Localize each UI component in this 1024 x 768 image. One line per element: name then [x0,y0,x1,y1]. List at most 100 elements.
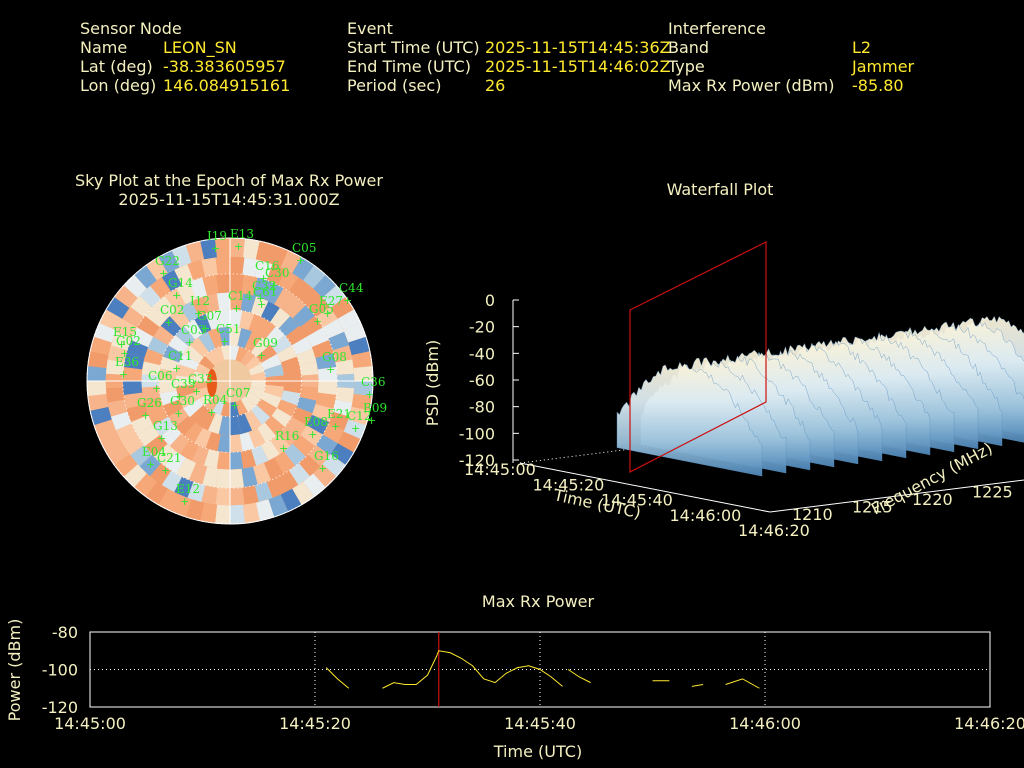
satellite-marker: + [313,315,322,328]
power-chart-x-label: Time (UTC) [493,742,582,761]
sky-plot-cell [242,485,259,505]
sky-plot-cell [122,381,143,395]
sky-plot-cell [230,468,244,489]
sky-plot-cell [134,265,157,289]
sky-plot-cell [270,433,291,455]
interference-power-value: -85.80 [852,76,904,95]
sky-plot-cell [207,327,223,349]
sensor-lon-value: 146.084915161 [163,76,291,95]
sky-plot-cell [278,269,299,292]
sensor-lat-value: -38.383605957 [163,57,286,76]
sky-plot-cell [351,351,373,368]
satellite-label: G07 [197,309,222,323]
sky-plot-cell [110,411,132,431]
sky-plot-cell [169,307,190,329]
sky-plot-cell [123,464,147,488]
sky-plot-cell [93,322,117,343]
sky-plot-cell [153,325,175,346]
sky-plot-cell [185,241,205,263]
sky-plot-cell [285,416,307,437]
sky-plot-cell [280,488,302,512]
sky-plot-cell [278,470,299,493]
sky-plot-cell [251,296,269,317]
waterfall-marker-plane [629,241,767,473]
sky-plot-cell [169,433,190,455]
sky-plot-cell [237,413,253,435]
satellite-marker: + [331,420,340,433]
waterfall-z-tick-label: -60 [469,371,495,390]
sky-plot-cell [266,264,286,286]
sky-plot-cell [180,440,199,461]
sky-plot-cell [115,318,138,339]
power-chart-series-line [325,667,350,689]
sky-plot-cell [168,335,189,354]
sky-plot-cell [315,392,337,409]
sky-plot-cell [87,366,107,381]
sky-plot-cell [139,285,162,308]
sensor-lat-label: Lat (deg) [80,57,153,76]
satellite-marker: + [164,316,173,329]
satellite-label: I19 [207,229,227,243]
sky-plot-cell [182,398,204,418]
waterfall-time-axis [519,462,771,513]
sky-plot-cell [230,238,245,258]
sky-plot-cell [230,434,243,453]
power-chart-series-line [567,669,591,684]
satellite-label: C21 [157,451,181,465]
sky-plot-cell [348,336,370,356]
sky-plot-cell [281,390,301,406]
sky-plot-cell [243,502,260,524]
sky-plot-cell [257,319,276,340]
sky-plot-cell [215,487,230,506]
sky-plot-cell [160,316,182,337]
sky-plot-cell [292,257,315,281]
sky-plot-cell [175,364,196,378]
satellite-marker: + [296,254,305,267]
satellite-marker: + [318,462,327,475]
power-chart-title: Max Rx Power [481,592,595,611]
satellite-label: E27 [319,294,343,308]
sky-plot-cell [198,409,216,431]
sky-plot-cell [203,449,220,469]
sky-plot-cell [260,392,282,409]
waterfall-title: Waterfall Plot [666,180,774,199]
sky-plot-cell [130,445,152,467]
satellite-label: R04 [203,393,228,407]
power-chart-series-line [725,678,760,689]
sky-plot-cell [191,296,209,317]
sky-plot-cell [254,481,273,503]
sky-plot-cell [248,386,265,399]
sky-plot-cell [348,406,370,426]
sky-plot-cell [180,301,199,322]
satellite-label: G05 [309,302,334,316]
sky-plot-cell [256,398,278,418]
sky-plot-cell [322,318,345,339]
satellite-marker: + [146,458,155,471]
sky-plot-cell [255,499,275,521]
satellite-label: G14 [168,276,193,290]
waterfall-freq-tick-label: 1215 [852,497,893,516]
sky-plot-cell [230,256,245,275]
waterfall-time-tick-label: 14:45:20 [533,475,605,494]
sky-plot-cell [283,381,302,394]
satellite-label: C12 [347,409,371,423]
sky-plot-cell [250,371,266,381]
sky-plot-cell [205,310,221,330]
satellite-marker: + [161,464,170,477]
sky-plot-cell [194,381,210,391]
sky-plot-cell [303,265,326,289]
sky-plot-cell [143,348,164,366]
sky-plot-cell [343,419,367,440]
sky-plot-cell [123,353,145,370]
sky-plot-cell [343,322,367,343]
sky-plot-cell [189,404,209,425]
sky-plot-cell [239,310,255,330]
sky-plot-cell [107,399,128,417]
sky-plot-cell [217,434,230,453]
sky-plot-cell [87,381,107,396]
sky-plot-cell [207,413,223,435]
waterfall-time-tick-label: 14:45:40 [601,491,673,510]
sky-plot-cell [154,295,177,319]
sky-plot-cell [144,434,168,457]
sky-plot-cell [161,470,182,493]
